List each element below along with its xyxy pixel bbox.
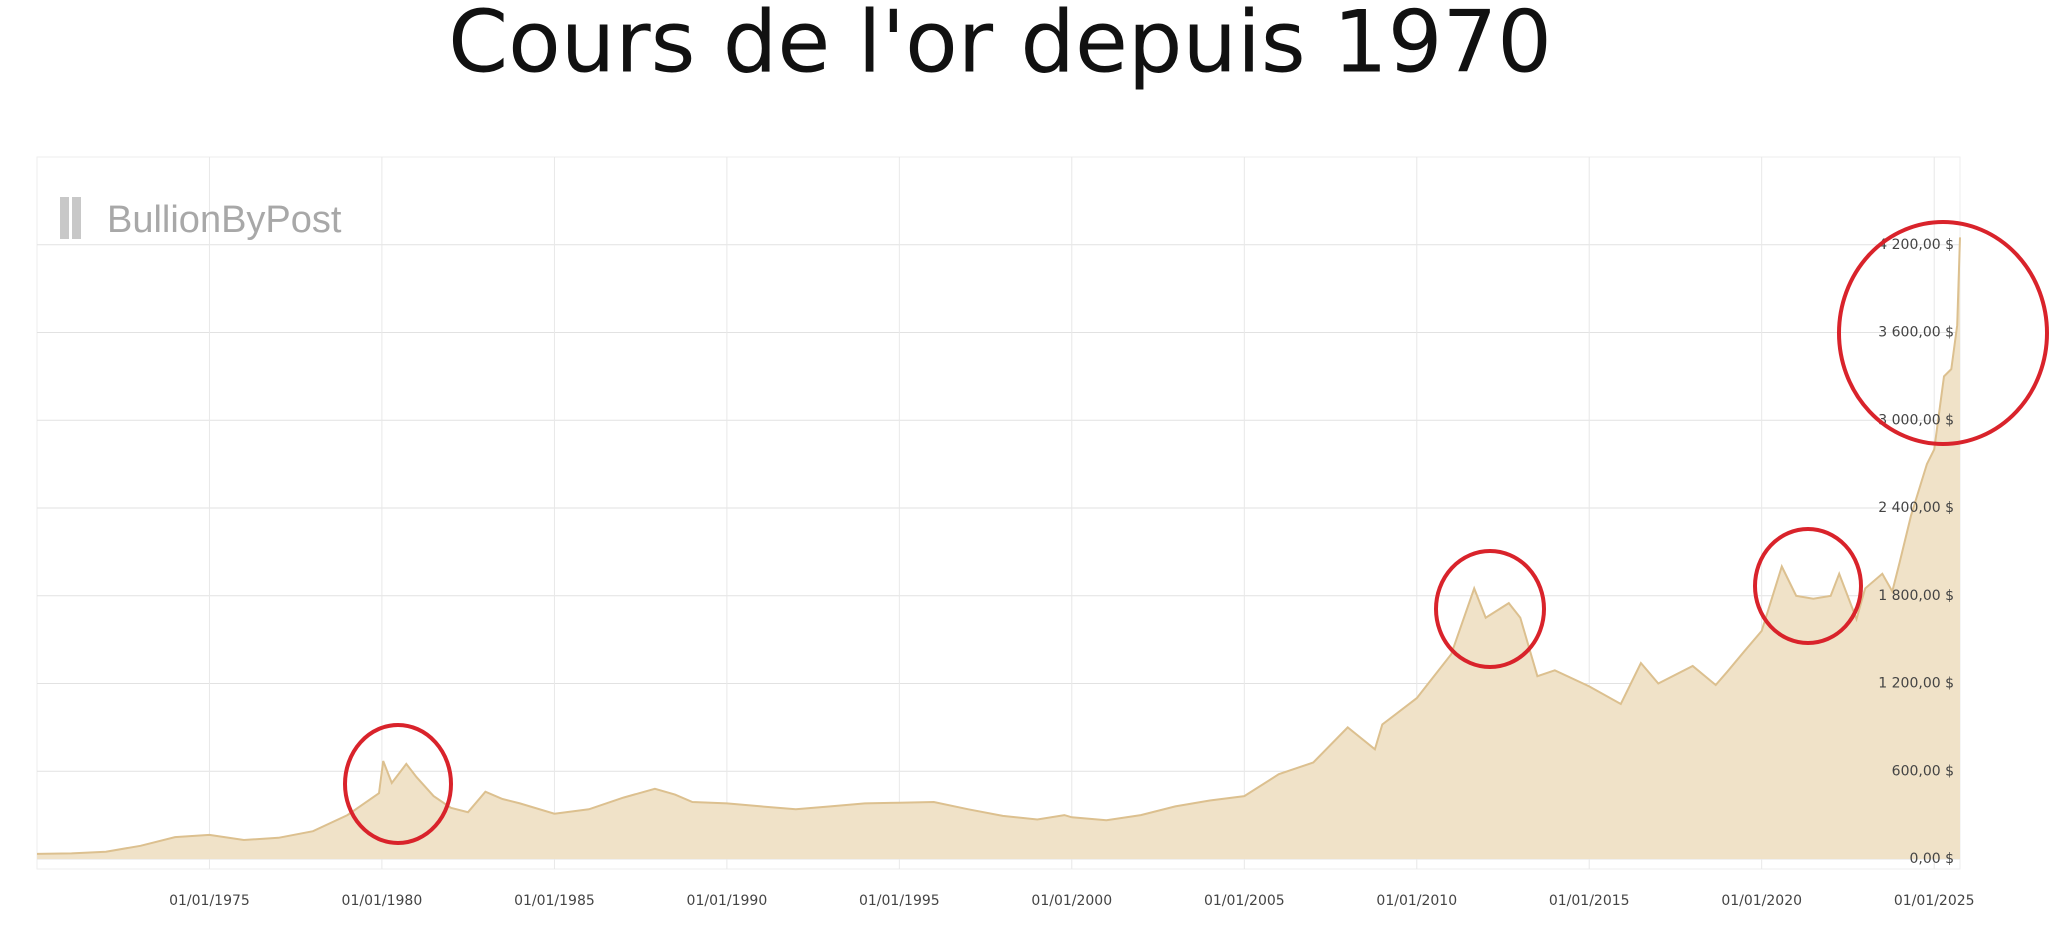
y-tick-label: 2 400,00 $	[1878, 500, 1954, 516]
x-tick-label: 01/01/1980	[342, 893, 423, 909]
y-tick-label: 3 600,00 $	[1878, 325, 1954, 341]
y-tick-label: 600,00 $	[1892, 763, 1954, 779]
y-tick-label: 1 800,00 $	[1878, 588, 1954, 604]
logo-icon	[72, 197, 81, 239]
chart-title: Cours de l'or depuis 1970	[448, 0, 1552, 92]
labels: 0,00 $ 600,00 $ 1 200,00 $ 1 800,00 $ 2 400,…	[169, 237, 1974, 909]
x-tick-label: 01/01/2010	[1376, 893, 1457, 909]
watermark: BullionByPost	[107, 199, 342, 241]
x-tick-label: 01/01/2025	[1894, 893, 1975, 909]
x-tick-label: 01/01/1975	[169, 893, 250, 909]
x-tick-label: 01/01/2015	[1549, 893, 1630, 909]
line	[36, 237, 1961, 855]
y-tick-label: 3 000,00 $	[1878, 412, 1954, 428]
y-tick-label: 0,00 $	[1909, 851, 1954, 867]
plot	[36, 237, 1961, 859]
x-tick-label: 01/01/2000	[1031, 893, 1112, 909]
area	[37, 237, 1960, 859]
highlight-circle	[1753, 527, 1863, 645]
y-tick-label: 4 200,00 $	[1878, 237, 1954, 253]
x-tick-label: 01/01/2005	[1204, 893, 1285, 909]
x-tick-label: 01/01/2020	[1721, 893, 1802, 909]
x-tick-label: 01/01/1995	[859, 893, 940, 909]
highlight-circle	[1434, 549, 1546, 669]
x-tick-label: 01/01/1990	[687, 893, 768, 909]
highlight-circle	[343, 723, 453, 845]
y-tick-label: 1 200,00 $	[1878, 676, 1954, 692]
logo-icon	[60, 197, 69, 239]
grid	[36, 156, 1961, 870]
x-tick-label: 01/01/1985	[514, 893, 595, 909]
highlight-circle	[1837, 220, 2049, 446]
annotations	[343, 220, 2049, 845]
